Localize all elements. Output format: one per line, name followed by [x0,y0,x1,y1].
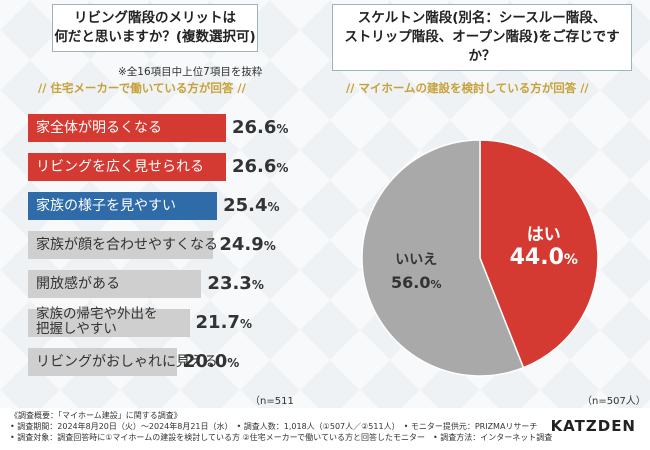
bar-label: 家全体が明るくなる [36,120,162,136]
bar-label: 家族の帰宅や外出を 把握しやすい [36,306,158,337]
pie-slice [361,139,525,377]
katzden-logo: KATZDEN [550,417,636,435]
left-note: ※全16項目中上位7項目を抜粋 [118,66,263,78]
bar-value-label: 23.3% [207,273,264,294]
left-question-line-1: リビング階段のメリットは [74,10,236,26]
footer-line-2: • 調査期間：2024年8月20日（火）～2024年8月21日（水） • 調査人… [10,422,538,431]
pie-slice [479,139,599,369]
bar-value-label: 26.6% [232,156,289,177]
right-panel: スケルトン階段(別名：シースルー階段、 ストリップ階段、オープン階段)をご存じで… [312,0,650,408]
bar-value-label: 20.0% [182,351,240,372]
footer-lines: 《調査概要：「マイホーム建設」に関する調査》 • 調査期間：2024年8月20日… [10,410,552,443]
bar-value-label: 25.4% [223,195,280,216]
bar [28,270,202,298]
bar-label: 家族の様子を見やすい [36,198,176,214]
right-subtitle: // マイホームの建設を検討している方が回答 // [346,81,589,95]
pie-label: はい [527,225,561,245]
bar-value-label: 21.7% [195,312,252,333]
footer-line-1: 《調査概要：「マイホーム建設」に関する調査》 [10,411,182,420]
bar [28,153,226,181]
right-question-line-2: ストリップ階段、オープン階段)をご存じですか？ [344,29,620,64]
bar-label: 家族が顔を合わせやすくなる [36,237,218,253]
bar-label: リビングを広く見せられる [36,159,204,175]
bar-label: リビングがおしゃれに見える [36,354,218,370]
bar [28,309,190,337]
right-n-label: （n=507人） [582,396,646,407]
footer-line-3: • 調査対象：調査回答時に①マイホームの建設を検討している方 ②住宅メーカーで働… [10,433,553,442]
bar [28,348,177,376]
bar-label: 開放感がある [36,276,120,292]
bar [28,231,214,259]
left-question-box: リビング階段のメリットは 何だと思いますか？(複数選択可) [52,4,258,52]
left-question-line-2: 何だと思いますか？(複数選択可) [54,29,256,45]
pie-label: いいえ [395,252,437,268]
bar [28,114,226,142]
bar-value-label: 26.6% [232,117,289,138]
bar-value-label: 24.9% [219,234,276,255]
right-question-box: スケルトン階段(別名：シースルー階段、 ストリップ階段、オープン階段)をご存じで… [332,4,632,71]
left-subtitle: // 住宅メーカーで働いている方が回答 // [38,81,246,95]
right-question-line-1: スケルトン階段(別名：シースルー階段、 [357,10,607,26]
bar [28,192,218,220]
footer: 《調査概要：「マイホーム建設」に関する調査》 • 調査期間：2024年8月20日… [0,408,650,450]
left-panel: リビング階段のメリットは 何だと思いますか？(複数選択可) ※全16項目中上位7… [0,0,308,422]
pie-value-label: 56.0% [391,273,442,292]
